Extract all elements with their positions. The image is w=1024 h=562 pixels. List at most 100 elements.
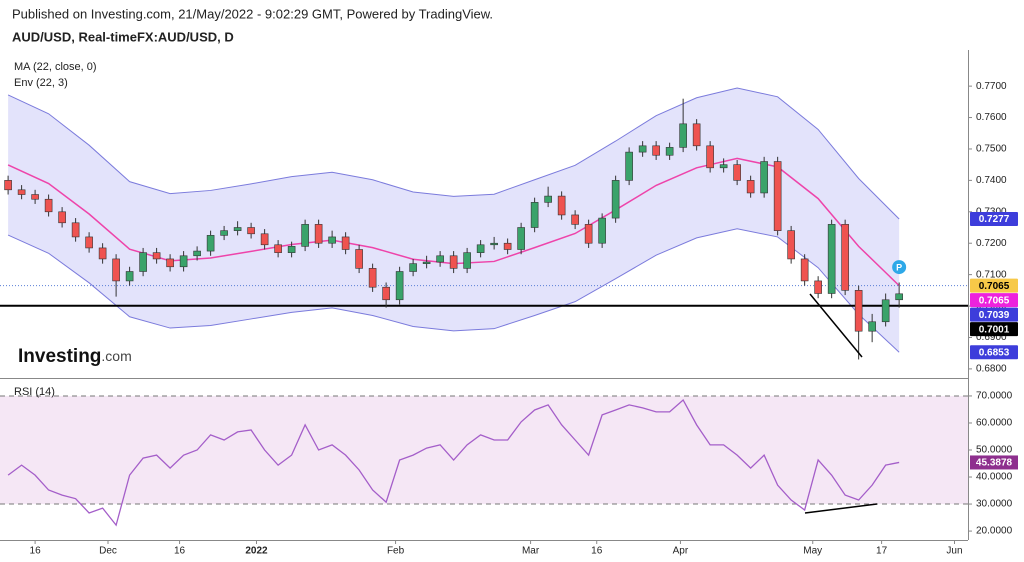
x-tick-label: 16 (591, 546, 603, 557)
price-label: 0.7001 (979, 324, 1010, 335)
candle-body (4, 180, 12, 191)
marker-label: P (896, 262, 902, 272)
price-label-box (970, 307, 1018, 322)
price-label-box (970, 278, 1018, 293)
candle-body (719, 164, 728, 169)
candle-body (301, 224, 309, 247)
logo-brand: Investing (18, 346, 101, 367)
logo: Investing.com (18, 346, 132, 367)
candle-body (112, 258, 120, 282)
rsi-band (0, 395, 968, 505)
price-label: 0.6853 (979, 347, 1010, 358)
price-label: 0.7039 (979, 310, 1010, 321)
trend-drawing (809, 293, 863, 358)
price-label-box (970, 293, 1018, 308)
candle-body (17, 189, 26, 195)
legend-ma: MA (22, close, 0) (14, 61, 97, 73)
candle-body (706, 145, 714, 169)
price-label: 0.7065 (979, 295, 1010, 306)
y-tick-label: 0.6900 (976, 332, 1007, 343)
candle-body (85, 236, 93, 249)
candle-body (341, 236, 350, 250)
y-tick-label: 60.0000 (976, 418, 1013, 429)
candle-body (422, 261, 431, 264)
price-label-box (970, 345, 1018, 360)
symbol-title: AUD/USD, Real-timeFX:AUD/USD, D (12, 29, 234, 44)
candle-body (827, 224, 836, 294)
candle-body (490, 242, 498, 246)
candle-body (98, 247, 107, 260)
candle-body (530, 202, 539, 228)
candle-body (355, 249, 363, 269)
legend-env: Env (22, 3) (14, 77, 68, 89)
y-tick-label: 0.7300 (976, 206, 1007, 217)
y-tick-label: 0.7600 (976, 112, 1007, 123)
candle-body (868, 321, 876, 332)
candle-body (476, 244, 485, 253)
candle-body (733, 164, 741, 181)
candle-body (638, 145, 647, 153)
candle-body (409, 263, 417, 272)
y-tick-label: 70.0000 (976, 391, 1013, 402)
y-tick-label: 50.0000 (976, 445, 1013, 456)
x-tick-label: Dec (99, 546, 117, 557)
candle-body (193, 250, 201, 257)
price-label-box (970, 322, 1018, 337)
candle-body (665, 147, 674, 156)
candle-body (625, 151, 633, 181)
price-panel (0, 87, 968, 360)
x-tick-label: 2022 (245, 546, 268, 557)
rsi-last-box (970, 455, 1018, 470)
candle-body (368, 268, 377, 288)
y-tick-label: 0.6800 (976, 364, 1007, 375)
candle-body (571, 214, 579, 225)
candle-body (544, 195, 552, 203)
candle-body (652, 145, 660, 156)
candle-body (382, 286, 390, 301)
candle-body (598, 217, 606, 244)
candle-body (746, 180, 755, 194)
candle-body (31, 194, 39, 200)
candle-body (449, 255, 458, 269)
candle-body (328, 236, 336, 244)
rsi-line (7, 398, 900, 527)
envelope-upper (7, 87, 900, 220)
candle-body (287, 246, 296, 253)
candle-body (166, 258, 174, 268)
rsi-last-label: 45.3878 (976, 458, 1013, 469)
candle-body (71, 222, 80, 238)
candle-body (314, 224, 323, 244)
candle-body (584, 224, 593, 244)
candle-body (395, 271, 404, 301)
y-tick-label: 0.7400 (976, 175, 1007, 186)
published-note: Published on Investing.com, 21/May/2022 … (12, 6, 493, 21)
x-tick-label: Apr (673, 546, 689, 557)
x-tick-label: May (803, 546, 822, 557)
candle-body (787, 230, 795, 260)
candle-body (814, 280, 822, 294)
y-tick-label: 0.7700 (976, 81, 1007, 92)
candle-body (274, 244, 282, 253)
candle-body (463, 252, 471, 269)
candle-body (895, 293, 903, 301)
candle-body (760, 161, 768, 194)
x-tick-label: Mar (522, 546, 540, 557)
marker (892, 260, 907, 275)
candle-body (58, 211, 66, 224)
candle-body (800, 258, 809, 282)
candle-body (503, 242, 512, 250)
candle-body (247, 227, 255, 235)
rsi-trend-drawing (804, 503, 878, 514)
rsi-title: RSI (14) (14, 386, 55, 398)
candle-body (220, 230, 228, 236)
candle-body (139, 252, 147, 272)
price-label-box (970, 212, 1018, 227)
y-tick-label: 40.0000 (976, 472, 1013, 483)
x-tick-label: 16 (30, 546, 42, 557)
envelope-lower (7, 228, 900, 353)
y-tick-label: 0.7200 (976, 238, 1007, 249)
candle-body (854, 290, 863, 332)
candle-body (152, 252, 161, 260)
logo-suffix: .com (101, 348, 131, 364)
